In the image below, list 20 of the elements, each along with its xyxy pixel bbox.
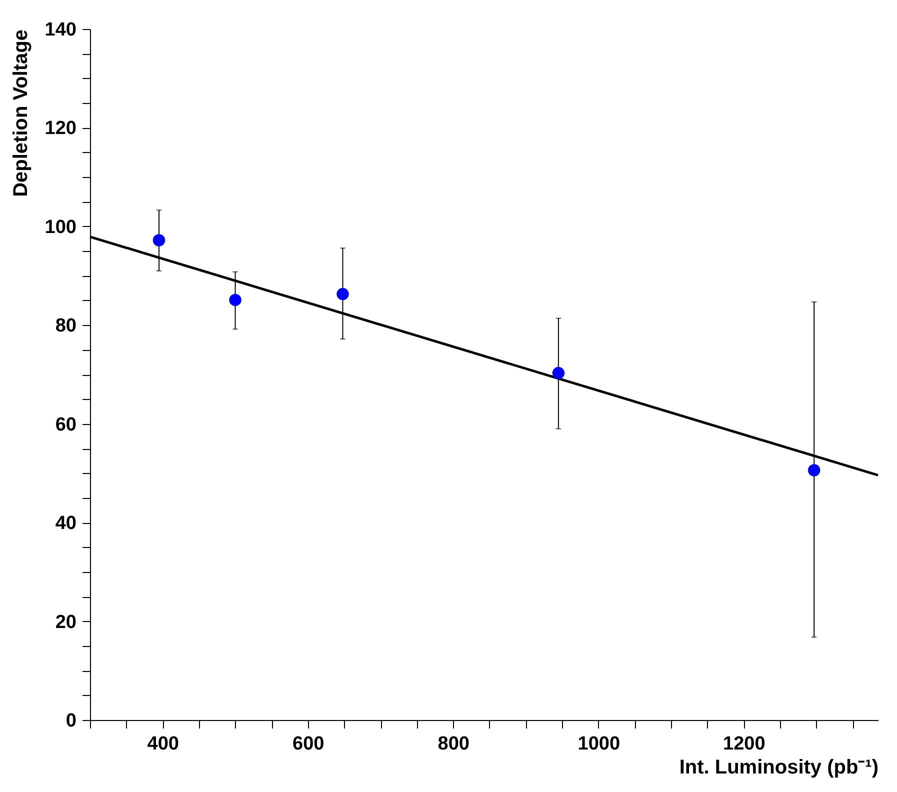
x-tick-label: 1200: [723, 734, 766, 754]
x-tick-label: 1000: [578, 734, 620, 754]
x-tick-label: 800: [438, 734, 470, 754]
x-axis-title: Int. Luminosity (pb⁻¹): [679, 756, 878, 778]
x-tick-label: 400: [147, 734, 179, 754]
y-tick-label: 140: [44, 20, 76, 40]
x-tick-label: 600: [292, 734, 324, 754]
y-axis-title: Depletion Voltage: [10, 30, 32, 197]
y-tick-label: 20: [55, 612, 76, 633]
y-tick-label: 80: [55, 316, 76, 337]
point: [808, 464, 820, 476]
point: [229, 294, 242, 306]
y-tick-label: 120: [44, 118, 76, 140]
y-tick-label: 0: [66, 710, 76, 732]
y-tick-label: 40: [55, 513, 76, 534]
y-tick-label: 60: [55, 414, 76, 436]
point: [152, 234, 166, 246]
point: [552, 366, 565, 380]
y-tick-label: 100: [44, 216, 76, 238]
point: [336, 288, 349, 300]
